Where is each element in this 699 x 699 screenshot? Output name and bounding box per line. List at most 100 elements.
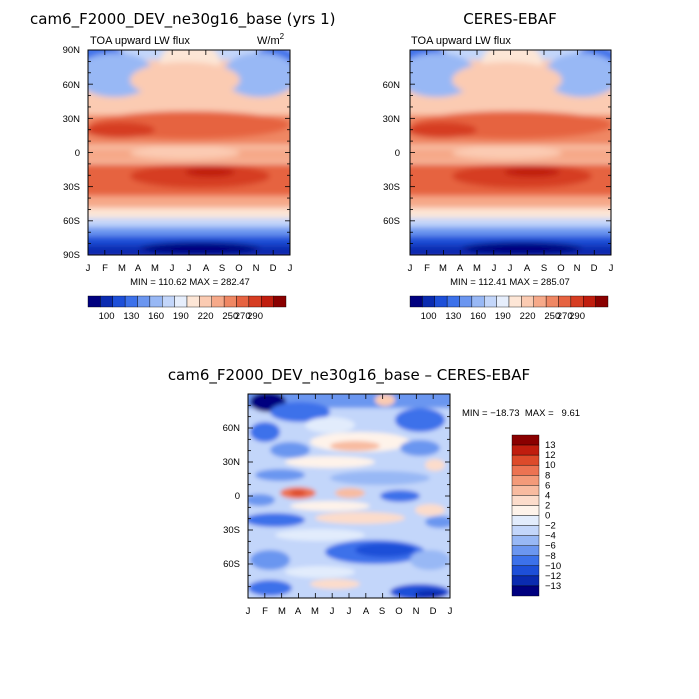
x-tick-label: M: [311, 606, 319, 617]
x-tick-label: N: [413, 606, 420, 617]
x-tick-label: J: [347, 606, 352, 617]
colorbar-label: 2: [545, 500, 550, 511]
colorbar-label: 160: [148, 311, 164, 322]
colorbar-label: 0: [545, 511, 550, 522]
colorbar-swatch: [124, 295, 138, 308]
panel-diff-title: cam6_F2000_DEV_ne30g16_base – CERES-EBAF: [168, 366, 530, 385]
x-tick-label: A: [457, 263, 464, 274]
colorbar-swatch: [511, 585, 540, 597]
colorbar-label: 160: [470, 311, 486, 322]
x-tick-label: D: [430, 606, 437, 617]
colorbar-swatch: [236, 295, 250, 308]
colorbar-label: −4: [545, 531, 556, 542]
x-tick-label: J: [609, 263, 614, 274]
colorbar-swatch: [570, 295, 584, 308]
panel-diff-xaxis: J F M A M J J A S O N D J: [246, 606, 453, 617]
colorbar-swatch: [162, 295, 175, 308]
x-tick-label: O: [395, 606, 402, 617]
panel-obs-title: CERES-EBAF: [463, 10, 556, 28]
colorbar-swatch: [511, 495, 540, 506]
colorbar-swatch: [511, 535, 540, 546]
y-tick-label: 30N: [383, 114, 401, 125]
y-tick-label: 60N: [383, 80, 401, 91]
colorbar-swatch: [174, 295, 188, 308]
panel-obs-variable: TOA upward LW flux: [411, 35, 511, 47]
panel-diff-field: [248, 394, 450, 598]
panel-model-title: cam6_F2000_DEV_ne30g16_base (yrs 1): [30, 10, 336, 29]
colorbar-label: 13: [545, 440, 556, 451]
y-tick-label: 60S: [383, 216, 400, 227]
y-tick-label: 0: [235, 491, 240, 502]
y-tick-label: 60N: [63, 80, 81, 91]
colorbar-swatch: [511, 575, 540, 587]
panel-model-field: [88, 50, 290, 255]
colorbar-swatch: [87, 295, 101, 308]
colorbar-swatch: [112, 295, 126, 308]
panel-obs-field: [410, 50, 611, 255]
colorbar-label: 270: [557, 311, 573, 322]
x-tick-label: J: [408, 263, 413, 274]
axis-ticks: [87, 49, 612, 599]
colorbar-swatch: [434, 295, 448, 308]
panel-model-yaxis: 90N 60N 30N 0 30S 60S 90S: [63, 45, 81, 261]
colorbar-swatch: [446, 295, 460, 308]
colorbar-swatch: [511, 464, 540, 476]
x-tick-label: M: [118, 263, 126, 274]
x-tick-label: J: [246, 606, 251, 617]
colorbar-label: −2: [545, 521, 556, 532]
colorbar-label: 8: [545, 470, 550, 481]
x-tick-label: S: [379, 606, 385, 617]
colorbar-swatch: [511, 555, 540, 567]
y-tick-label: 90S: [63, 250, 80, 261]
y-tick-label: 30S: [223, 525, 240, 536]
colorbar-label: −6: [545, 541, 556, 552]
panel-obs-stats: MIN = 112.41 MAX = 285.07: [450, 277, 570, 288]
colorbar-swatch: [511, 454, 540, 466]
panel-diff-stats: MIN = −18.73 MAX = 9.61: [462, 408, 580, 419]
colorbar-swatch: [583, 295, 596, 308]
x-tick-label: S: [541, 263, 547, 274]
x-tick-label: J: [170, 263, 175, 274]
x-tick-label: J: [448, 606, 453, 617]
colorbar-label: 100: [421, 311, 437, 322]
colorbar-swatch: [186, 295, 200, 308]
x-tick-label: J: [330, 606, 335, 617]
y-tick-label: 60S: [223, 559, 240, 570]
colorbar-swatch: [521, 295, 534, 308]
x-tick-label: F: [424, 263, 430, 274]
colorbar-swatch: [511, 545, 540, 556]
colorbar-label: 220: [198, 311, 214, 322]
x-tick-label: D: [591, 263, 598, 274]
colorbar-label: −12: [545, 571, 561, 582]
x-tick-label: M: [439, 263, 447, 274]
x-tick-label: A: [524, 263, 531, 274]
y-tick-label: 0: [75, 148, 80, 159]
panel-model-stats: MIN = 110.62 MAX = 282.47: [130, 277, 250, 288]
colorbar-label: 190: [495, 311, 511, 322]
colorbar-swatch: [533, 295, 547, 308]
colorbar-swatch: [459, 295, 473, 308]
panel-diff-yaxis: 60N 30N 0 30S 60S: [223, 423, 241, 570]
x-tick-label: A: [135, 263, 142, 274]
panel-model-units: W/m2: [257, 32, 285, 47]
panel-obs-yaxis: 60N 30N 0 30S 60S: [383, 80, 401, 227]
colorbar-swatch: [273, 295, 287, 308]
y-tick-label: 60N: [223, 423, 241, 434]
colorbar-label: 6: [545, 480, 550, 491]
x-tick-label: O: [235, 263, 242, 274]
colorbar-label: 290: [569, 311, 585, 322]
colorbar-swatch: [484, 295, 497, 308]
colorbar-label: −13: [545, 581, 561, 592]
panel-model-variable: TOA upward LW flux: [90, 35, 190, 47]
colorbar-swatch: [149, 295, 163, 308]
y-tick-label: 0: [395, 148, 400, 159]
colorbar-swatch: [511, 475, 540, 486]
x-tick-label: J: [508, 263, 513, 274]
y-tick-label: 60S: [63, 216, 80, 227]
colorbar-label: 130: [123, 311, 139, 322]
y-tick-label: 30S: [63, 182, 80, 193]
colorbar-swatch: [100, 295, 113, 308]
x-tick-label: O: [557, 263, 564, 274]
colorbar-swatch: [137, 295, 151, 308]
